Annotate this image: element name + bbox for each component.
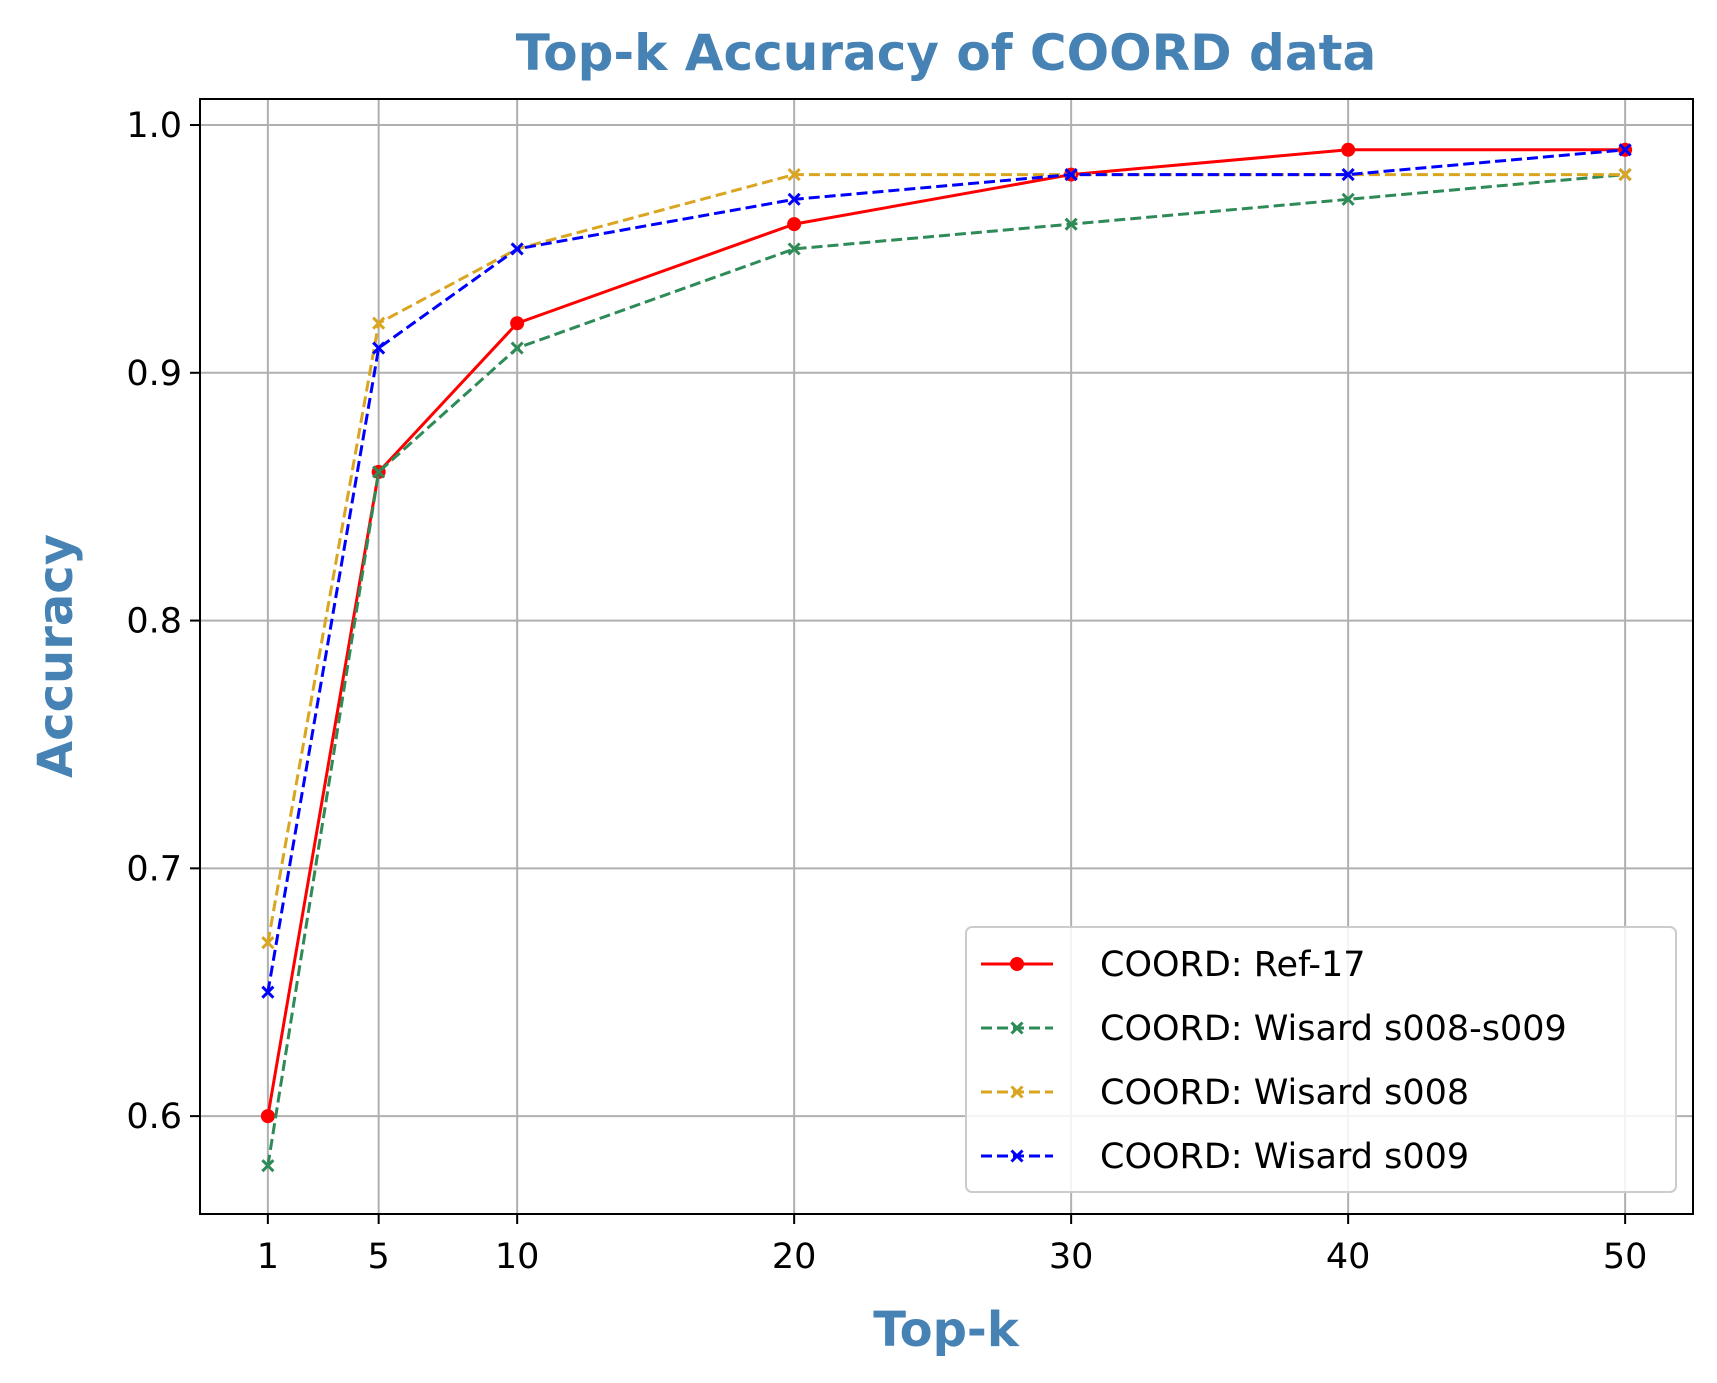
data-point xyxy=(372,316,386,330)
data-point xyxy=(1618,143,1632,157)
legend: COORD: Ref-17 COORD: Wisard s008-s009 COOR… xyxy=(965,926,1677,1193)
data-point xyxy=(787,168,801,182)
x-tick-label: 40 xyxy=(1326,1237,1371,1277)
x-tick-label: 50 xyxy=(1603,1237,1648,1277)
data-point xyxy=(787,192,801,206)
y-tick-label: 0.9 xyxy=(126,354,182,394)
legend-item: COORD: Ref-17 xyxy=(981,945,1366,985)
x-tick-label: 10 xyxy=(495,1237,540,1277)
y-tick-label: 1.0 xyxy=(126,106,182,146)
data-point xyxy=(1064,168,1078,182)
data-point xyxy=(1341,142,1356,157)
x-tick-label: 30 xyxy=(1049,1237,1094,1277)
x-tick-label: 20 xyxy=(772,1237,817,1277)
legend-item: COORD: Wisard s009 xyxy=(981,1137,1469,1177)
legend-label: COORD: Wisard s009 xyxy=(1100,1137,1469,1177)
data-point xyxy=(261,936,275,950)
y-tick-label: 0.6 xyxy=(126,1097,182,1137)
data-point xyxy=(510,341,524,355)
data-point xyxy=(372,341,386,355)
x-tick-label: 5 xyxy=(368,1237,390,1277)
data-point xyxy=(1618,168,1632,182)
plot-lines xyxy=(260,142,1633,1173)
data-point xyxy=(261,1159,275,1173)
legend-label: COORD: Wisard s008 xyxy=(1100,1073,1469,1113)
y-axis-label: Accuracy xyxy=(28,534,84,778)
legend-label: COORD: Wisard s008-s009 xyxy=(1100,1009,1567,1049)
y-tick-label: 0.7 xyxy=(126,849,182,889)
data-point xyxy=(261,985,275,999)
legend-item: COORD: Wisard s008 xyxy=(981,1073,1469,1113)
data-point xyxy=(510,316,525,331)
legend-label: COORD: Ref-17 xyxy=(1100,945,1366,985)
legend-box xyxy=(965,926,1677,1193)
x-axis-label: Top-k xyxy=(873,1302,1020,1358)
grid xyxy=(200,99,1693,1214)
x-tick-label: 1 xyxy=(257,1237,279,1277)
legend-marker xyxy=(1010,1085,1024,1099)
legend-marker xyxy=(1010,957,1024,971)
plot-frame xyxy=(199,98,1694,1215)
legend-marker xyxy=(1010,1149,1024,1163)
data-point xyxy=(510,242,524,256)
data-point xyxy=(260,1109,275,1124)
series-3 xyxy=(261,143,1632,999)
y-tick-label: 0.8 xyxy=(126,602,182,642)
data-point xyxy=(787,242,801,256)
ticks: 1 5 10 20 30 40 50 0.6 0.7 0.8 0.9 1.0 xyxy=(126,106,1647,1277)
legend-marker xyxy=(1010,1021,1024,1035)
data-point xyxy=(1341,192,1355,206)
data-point xyxy=(787,217,802,232)
chart-title: Top-k Accuracy of COORD data xyxy=(516,24,1376,82)
series-1 xyxy=(261,168,1632,1173)
legend-item: COORD: Wisard s008-s009 xyxy=(981,1009,1567,1049)
data-point xyxy=(1341,168,1355,182)
data-point xyxy=(1064,217,1078,231)
data-point xyxy=(372,465,386,479)
